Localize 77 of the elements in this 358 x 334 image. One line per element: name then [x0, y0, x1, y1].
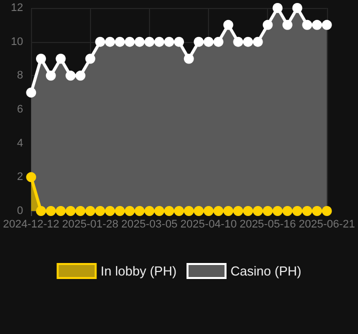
point: [95, 206, 106, 216]
point: [282, 20, 292, 30]
point: [262, 20, 273, 30]
point: [46, 70, 56, 81]
point: [312, 206, 322, 216]
point: [204, 36, 214, 47]
y-tick-label: 0: [17, 205, 24, 217]
point: [154, 36, 164, 47]
y-tick-label: 4: [17, 137, 24, 150]
point: [252, 36, 263, 47]
point: [184, 54, 194, 64]
x-tick-label: 2025-04-10: [180, 218, 237, 230]
point: [302, 20, 312, 30]
point: [302, 206, 312, 216]
point: [213, 206, 224, 216]
y-tick-label: 12: [10, 2, 24, 14]
point: [124, 36, 135, 47]
point: [204, 206, 214, 216]
point: [154, 206, 164, 216]
point: [252, 206, 263, 216]
point: [95, 36, 106, 47]
point: [85, 54, 96, 64]
point: [233, 36, 244, 47]
point: [66, 70, 76, 81]
point: [243, 206, 254, 216]
point: [134, 206, 145, 216]
point: [322, 206, 332, 216]
point: [36, 54, 46, 64]
point: [243, 36, 254, 47]
point: [144, 36, 154, 47]
point: [272, 206, 283, 216]
point: [56, 54, 66, 64]
point: [233, 206, 244, 216]
point: [134, 36, 145, 47]
point: [75, 70, 86, 81]
point: [144, 206, 154, 216]
point: [262, 206, 273, 216]
y-tick-label: 2: [17, 171, 24, 184]
point: [114, 206, 125, 216]
x-tick-label: 2025-03-05: [121, 218, 178, 230]
point: [26, 88, 36, 98]
point: [223, 20, 234, 30]
point: [164, 36, 174, 47]
point: [174, 206, 184, 216]
point: [164, 206, 174, 216]
point: [292, 206, 302, 216]
point: [75, 206, 86, 216]
x-tick-label: 2025-05-16: [240, 218, 296, 230]
point: [56, 206, 66, 216]
legend-label: In lobby (PH): [100, 264, 177, 278]
point: [105, 206, 115, 216]
point: [114, 36, 125, 47]
y-tick-label: 8: [17, 70, 24, 82]
point: [223, 206, 234, 216]
point: [85, 206, 96, 216]
point: [322, 20, 332, 30]
point: [272, 3, 283, 13]
point: [184, 206, 194, 216]
x-tick-label: 2025-06-21: [298, 218, 356, 230]
point: [312, 20, 322, 30]
point: [66, 206, 76, 216]
point: [26, 172, 36, 182]
x-tick-label: 2025-01-28: [62, 218, 118, 230]
point: [36, 206, 46, 216]
point: [105, 36, 115, 47]
point: [174, 36, 184, 47]
point: [213, 36, 224, 47]
x-tick-label: 2024-12-12: [2, 218, 60, 230]
point: [194, 36, 204, 47]
point: [46, 206, 56, 216]
point: [124, 206, 135, 216]
legend-label: Casino (PH): [230, 264, 302, 278]
y-tick-label: 6: [17, 104, 24, 116]
point: [292, 3, 302, 13]
y-tick-label: 10: [10, 36, 24, 48]
point: [194, 206, 204, 216]
point: [282, 206, 292, 216]
